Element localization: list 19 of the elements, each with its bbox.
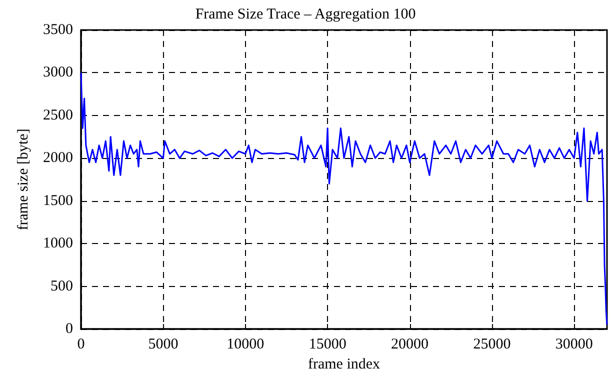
y-tick-label: 3500	[43, 22, 73, 38]
y-axis-title: frame size [byte]	[16, 128, 32, 230]
x-tick-label: 5000	[148, 336, 178, 352]
x-tick-label: 15000	[308, 336, 346, 352]
line-series	[80, 72, 608, 326]
x-tick-label: 20000	[391, 336, 428, 352]
y-tick-label: 1500	[43, 192, 73, 209]
chart-title: Frame Size Trace – Aggregation 100	[195, 6, 416, 22]
y-tick-label: 2000	[43, 150, 73, 166]
y-tick-label: 0	[66, 321, 73, 337]
x-tick-label: 10000	[226, 336, 264, 352]
y-tick-label: 2500	[43, 107, 73, 124]
x-tick-label: 0	[77, 336, 85, 352]
y-tick-label: 3000	[43, 64, 73, 81]
x-tick-label: 30000	[555, 336, 593, 352]
y-tick-label: 500	[50, 278, 73, 294]
y-tick-label: 1000	[43, 236, 73, 252]
x-axis-title: frame index	[308, 356, 381, 372]
x-tick-label: 25000	[473, 336, 511, 352]
